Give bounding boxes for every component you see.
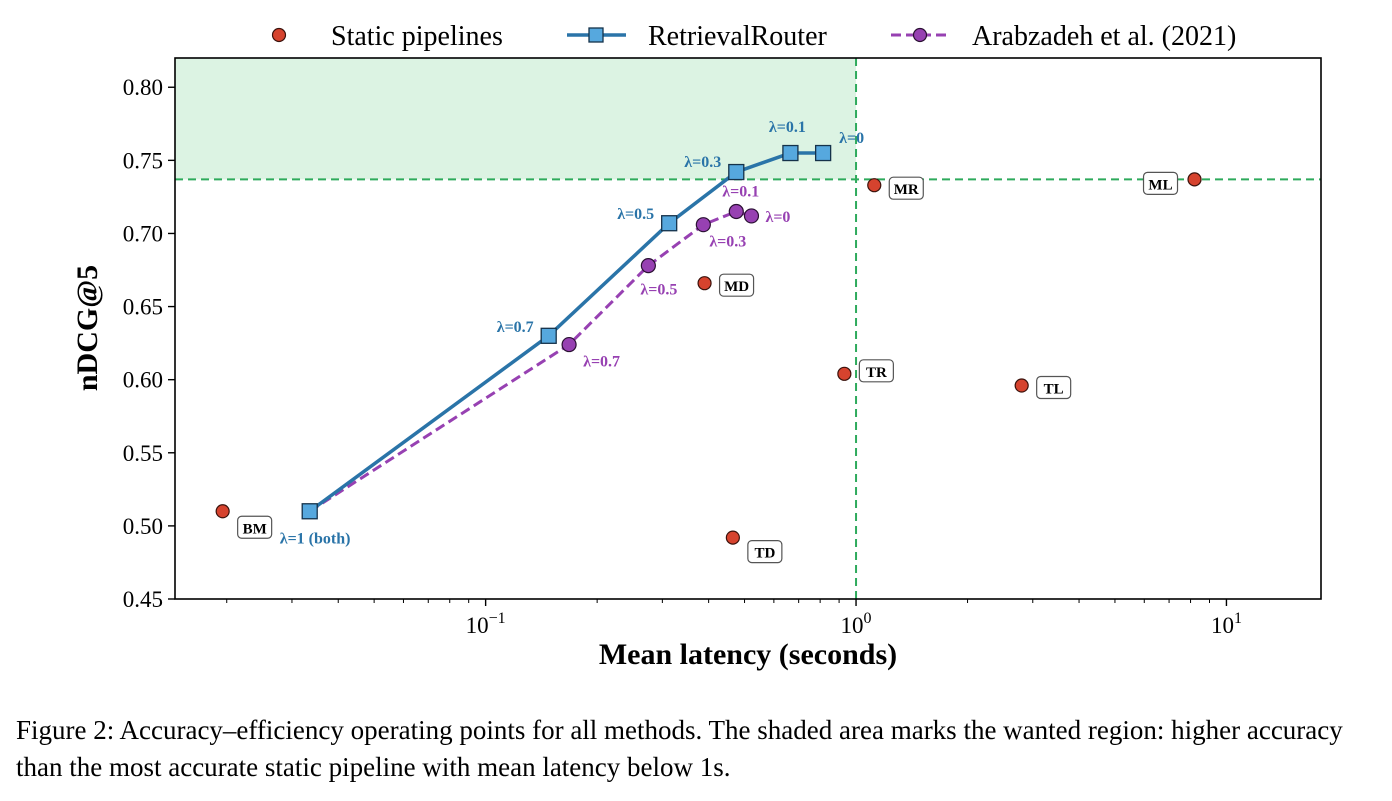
x-axis-ticks: 10−1 100 101	[226, 599, 1242, 638]
router-point	[782, 144, 799, 162]
legend: Static pipelines RetrievalRouter Arabzad…	[271, 21, 1236, 52]
router-point-label: λ=0.5	[617, 206, 654, 223]
y-tick-label: 0.70	[123, 221, 163, 246]
static-point-label: ML	[1148, 177, 1172, 193]
arabzadeh-point	[695, 217, 711, 233]
router-point	[301, 503, 318, 520]
y-tick-label: 0.65	[123, 295, 163, 320]
static-label-box	[888, 176, 924, 200]
y-tick-label: 0.80	[123, 75, 163, 100]
series-layer	[215, 144, 1202, 545]
static-point	[1187, 172, 1202, 187]
legend-item-static: Static pipelines	[271, 21, 503, 52]
chart-svg: λ=1 (both)λ=0.7λ=0.5λ=0.3λ=0.1λ=0λ=0.7λ=…	[71, 21, 1322, 671]
y-axis-label: nDCG@5	[71, 265, 104, 391]
static-point	[867, 178, 882, 193]
static-point	[725, 530, 740, 545]
y-tick-label: 0.60	[123, 368, 163, 393]
arabzadeh-line	[308, 209, 752, 513]
legend-marker-arabzadeh	[912, 27, 928, 43]
static-point-label: TD	[754, 546, 775, 562]
arabzadeh-point-label: λ=0.3	[709, 234, 746, 251]
y-tick-label: 0.50	[123, 514, 163, 539]
legend-marker-static	[271, 27, 287, 43]
x-tick-exponent: 0	[864, 610, 872, 627]
legend-label-router: RetrievalRouter	[648, 21, 828, 52]
static-point-label: MD	[724, 279, 749, 295]
plot-frame	[174, 57, 1322, 600]
y-tick-label: 0.55	[123, 441, 163, 466]
legend-item-arabzadeh: Arabzadeh et al. (2021)	[891, 21, 1236, 52]
static-label-box	[747, 539, 783, 564]
router-point	[728, 163, 745, 181]
legend-label-arabzadeh: Arabzadeh et al. (2021)	[972, 21, 1236, 52]
static-label-box	[858, 359, 894, 383]
router-point	[540, 327, 557, 344]
static-point-label: TR	[866, 365, 887, 381]
x-tick-base: 10	[466, 613, 489, 638]
y-tick-label: 0.45	[123, 587, 163, 612]
x-tick-label: 100	[841, 610, 872, 638]
router-line	[308, 151, 824, 513]
arabzadeh-point	[743, 208, 760, 224]
static-point	[837, 366, 852, 381]
x-tick-exponent: 1	[1234, 610, 1242, 627]
x-tick-label: 10−1	[466, 610, 506, 638]
wanted-region	[175, 58, 857, 180]
arabzadeh-point-label: λ=0.5	[640, 282, 677, 299]
arabzadeh-point-label: λ=0.1	[722, 184, 759, 201]
arabzadeh-point-label: λ=0	[765, 209, 790, 226]
static-label-box	[1142, 171, 1179, 195]
legend-item-router: RetrievalRouter	[567, 21, 828, 52]
router-point-label: λ=1 (both)	[280, 530, 351, 547]
legend-label-static: Static pipelines	[331, 21, 503, 52]
x-tick-label: 101	[1211, 610, 1242, 638]
arabzadeh-point-label: λ=0.7	[583, 354, 620, 371]
router-point	[814, 144, 832, 162]
static-label-box	[1036, 375, 1072, 400]
static-point	[1014, 378, 1029, 393]
arabzadeh-point	[728, 203, 744, 220]
arabzadeh-point	[640, 258, 656, 274]
threshold-lines-layer	[175, 58, 1321, 599]
static-point-label: BM	[243, 521, 267, 537]
y-axis-ticks: 0.45 0.50 0.55 0.60 0.65 0.70 0.75 0.80	[123, 75, 175, 612]
static-point	[215, 504, 230, 519]
static-point-label: TL	[1044, 382, 1064, 398]
figure-caption: Figure 2: Accuracy–efficiency operating …	[16, 715, 1343, 782]
x-tick-base: 10	[841, 613, 864, 638]
static-label-box	[237, 515, 273, 539]
x-tick-exponent: −1	[489, 610, 506, 627]
legend-marker-router	[588, 27, 604, 43]
point-labels-layer: λ=1 (both)λ=0.7λ=0.5λ=0.3λ=0.1λ=0λ=0.7λ=…	[237, 119, 1179, 564]
router-point-label: λ=0.1	[769, 119, 806, 136]
router-point	[661, 215, 678, 232]
static-label-box	[718, 273, 755, 297]
router-point-label: λ=0.3	[684, 154, 721, 171]
static-point	[697, 276, 712, 291]
wanted-region-layer	[175, 58, 857, 180]
x-tick-base: 10	[1211, 613, 1234, 638]
static-point-label: MR	[894, 182, 919, 198]
router-point-label: λ=0.7	[497, 319, 534, 336]
x-axis-label: Mean latency (seconds)	[599, 638, 897, 671]
arabzadeh-point	[561, 336, 577, 353]
router-point-label: λ=0	[839, 130, 864, 147]
y-tick-label: 0.75	[123, 148, 163, 173]
